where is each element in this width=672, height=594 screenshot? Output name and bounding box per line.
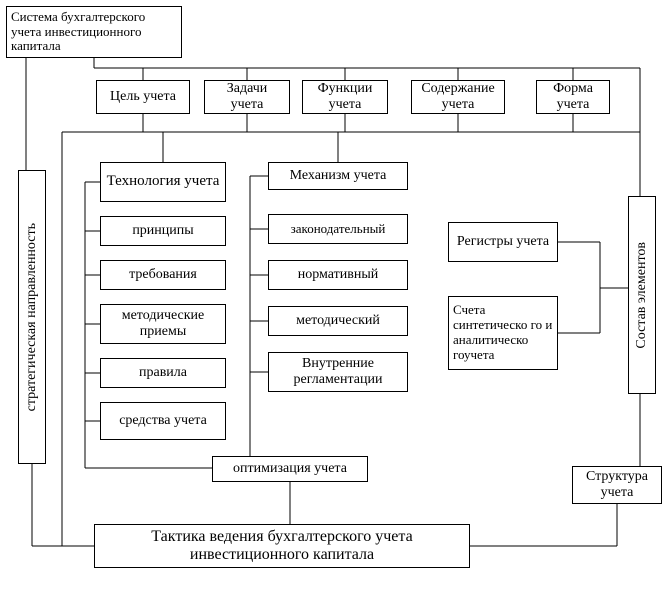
node-root: Система бухгалтерского учета инвестицион… (6, 6, 182, 58)
node-label: Содержание учета (416, 81, 500, 113)
node-optimization: оптимизация учета (212, 456, 368, 482)
node-internal: Внутренние регламентации (268, 352, 408, 392)
node-tasks: Задачи учета (204, 80, 290, 114)
node-label: Регистры учета (457, 234, 549, 250)
node-label: Состав элементов (634, 242, 650, 349)
node-functions: Функции учета (302, 80, 388, 114)
node-registers: Регистры учета (448, 222, 558, 262)
node-label: Система бухгалтерского учета инвестицион… (11, 10, 177, 55)
node-label: Структура учета (577, 469, 657, 501)
node-normative: нормативный (268, 260, 408, 290)
node-label: правила (139, 365, 187, 381)
node-label: средства учета (119, 413, 207, 429)
node-form: Форма учета (536, 80, 610, 114)
node-label: Механизм учета (290, 168, 387, 184)
node-label: Форма учета (541, 81, 605, 113)
node-rules: правила (100, 358, 226, 388)
node-label: Задачи учета (209, 81, 285, 113)
node-principles: принципы (100, 216, 226, 246)
node-label: Цель учета (110, 89, 176, 105)
node-label: Технология учета (107, 173, 220, 190)
node-label: методический (296, 313, 380, 329)
node-label: нормативный (298, 267, 379, 283)
node-structure: Структура учета (572, 466, 662, 504)
node-content: Содержание учета (411, 80, 505, 114)
node-label: методические приемы (105, 308, 221, 340)
node-legislative: законодательный (268, 214, 408, 244)
node-methodical: методический (268, 306, 408, 336)
node-mechanism: Механизм учета (268, 162, 408, 190)
node-label: требования (129, 267, 197, 283)
node-tech: Технология учета (100, 162, 226, 202)
node-goal: Цель учета (96, 80, 190, 114)
node-strategic: стратегическая направленность (18, 170, 46, 464)
node-label: стратегическая направленность (24, 223, 40, 411)
node-elements: Состав элементов (628, 196, 656, 394)
node-label: Тактика ведения бухгалтерского учета инв… (99, 528, 465, 565)
node-label: Внутренние регламентации (273, 356, 403, 388)
node-requirements: требования (100, 260, 226, 290)
node-label: Счета синтетическо го и аналитическо гоу… (453, 303, 553, 363)
node-label: Функции учета (307, 81, 383, 113)
node-tactics: Тактика ведения бухгалтерского учета инв… (94, 524, 470, 568)
node-label: законодательный (291, 222, 386, 237)
diagram-canvas: Система бухгалтерского учета инвестицион… (0, 0, 672, 594)
node-accounts: Счета синтетическо го и аналитическо гоу… (448, 296, 558, 370)
node-methods: методические приемы (100, 304, 226, 344)
node-means: средства учета (100, 402, 226, 440)
node-label: принципы (132, 223, 193, 239)
node-label: оптимизация учета (233, 461, 347, 477)
